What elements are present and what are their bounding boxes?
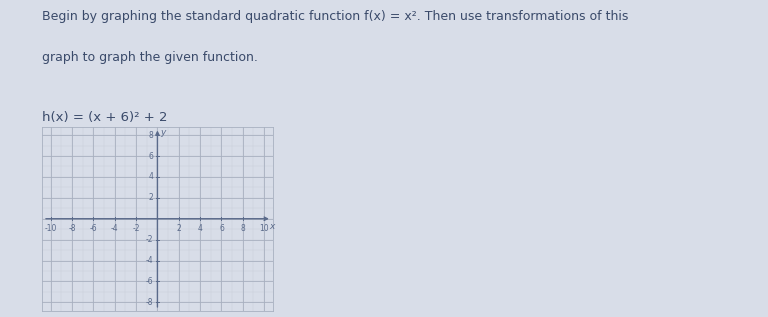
Text: -4: -4: [111, 224, 118, 233]
Text: h(x) = (x + 6)² + 2: h(x) = (x + 6)² + 2: [42, 111, 167, 124]
Text: -6: -6: [146, 277, 153, 286]
Text: -6: -6: [90, 224, 98, 233]
Text: 2: 2: [148, 193, 153, 202]
Text: -8: -8: [146, 298, 153, 307]
Text: 8: 8: [240, 224, 245, 233]
Text: y: y: [161, 128, 166, 137]
Text: graph to graph the given function.: graph to graph the given function.: [42, 51, 258, 64]
Text: 4: 4: [197, 224, 203, 233]
Text: -2: -2: [132, 224, 140, 233]
Text: -10: -10: [45, 224, 57, 233]
Text: -4: -4: [146, 256, 153, 265]
Text: 8: 8: [148, 131, 153, 140]
Text: -8: -8: [68, 224, 76, 233]
Text: 4: 4: [148, 172, 153, 181]
Text: 10: 10: [260, 224, 269, 233]
Text: 2: 2: [177, 224, 181, 233]
Text: 6: 6: [148, 152, 153, 160]
Text: Begin by graphing the standard quadratic function f(x) = x². Then use transforma: Begin by graphing the standard quadratic…: [42, 10, 629, 23]
Text: -2: -2: [146, 235, 153, 244]
Text: x: x: [270, 222, 275, 231]
Text: 6: 6: [219, 224, 224, 233]
